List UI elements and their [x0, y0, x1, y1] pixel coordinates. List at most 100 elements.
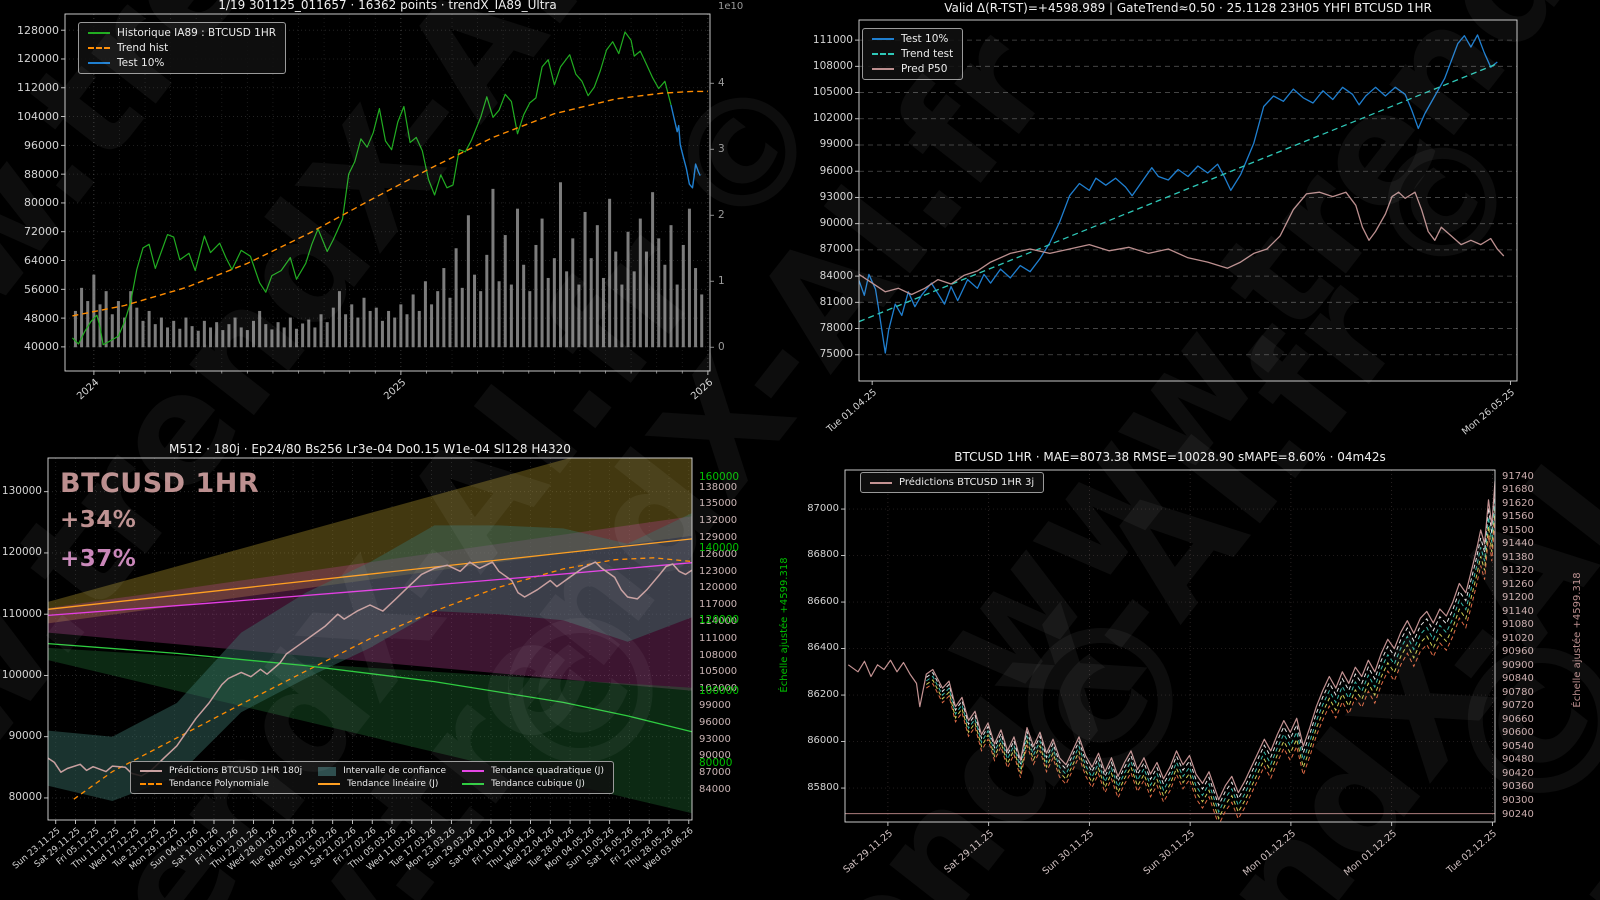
- y-right-tick-label: 132000: [699, 515, 738, 527]
- legend-item: Tendance quadratique (J): [462, 766, 604, 776]
- y-right-tick-label: 105000: [699, 666, 738, 678]
- panel-forecast-3d-chart: BTCUSD 1HR · MAE=8073.38 RMSE=10028.90 s…: [800, 450, 1600, 900]
- volume-bars: [73, 182, 704, 348]
- legend-swatch: [140, 783, 162, 785]
- y-right-tick-label: 108000: [699, 649, 738, 661]
- y-tick-label: 112000: [17, 81, 59, 95]
- y-right-tick-label: 91440: [1502, 538, 1534, 550]
- legend-swatch: [462, 770, 485, 772]
- y-right-tick-label: 91080: [1502, 619, 1534, 631]
- y-right-tick-label: 90420: [1502, 767, 1534, 779]
- quantile-forecast-line: [926, 507, 1495, 820]
- y-tick-label: 86600: [807, 595, 839, 607]
- y-right-tick-label: 91680: [1502, 484, 1534, 496]
- history-plot: [61, 13, 714, 375]
- y-right-tick-label: 140000: [699, 542, 740, 555]
- y-tick-label: 86800: [807, 549, 839, 561]
- series-line: [71, 31, 672, 346]
- y-right-tick-label: 91740: [1502, 470, 1534, 482]
- y-right-tick-label: 111000: [699, 632, 738, 644]
- legend-label: Intervalle de confiance: [343, 766, 447, 776]
- legend-label: Tendance linéaire (J): [347, 779, 439, 789]
- chart-title-history: 1/19 301125_011657 · 16362 points · tren…: [218, 0, 557, 12]
- chart-legend: Prédictions BTCUSD 1HR 180j Tendance Poly…: [130, 761, 614, 794]
- y-tick-label: 128000: [17, 23, 59, 37]
- legend-item: Intervalle de confiance: [318, 766, 446, 776]
- legend-item: Prédictions BTCUSD 1HR 3j: [870, 477, 1034, 488]
- y-right-tick-label: 90900: [1502, 659, 1534, 671]
- y-tick-label: 99000: [819, 138, 853, 151]
- y-tick-label: 86000: [807, 735, 839, 747]
- y-tick-label: 85800: [807, 781, 839, 793]
- y-tick-label: 90000: [819, 217, 853, 230]
- y-tick-label: 80000: [8, 791, 42, 804]
- y-tick-label: 96000: [819, 164, 853, 177]
- y-tick-label: 87000: [807, 502, 839, 514]
- y-right-tick-label: 1: [718, 274, 725, 287]
- series-line: [859, 191, 1505, 296]
- chart-title-forecast-3d: BTCUSD 1HR · MAE=8073.38 RMSE=10028.90 s…: [954, 450, 1386, 464]
- y-tick-label: 90000: [8, 730, 42, 743]
- confidence-band: [48, 513, 692, 801]
- y-tick-label: 111000: [812, 33, 853, 46]
- y-tick-label: 86400: [807, 642, 839, 654]
- y-right-exp-label: 1e10: [718, 1, 744, 12]
- legend-swatch: [140, 770, 162, 772]
- legend-label: Prédictions BTCUSD 1HR 180j: [169, 766, 303, 776]
- y-tick-label: 120000: [17, 52, 59, 66]
- legend-label: Tendance quadratique (J): [491, 766, 604, 776]
- legend-label: Tendance Polynomiale: [169, 779, 269, 789]
- y-right-tick-label: 126000: [699, 548, 738, 560]
- y-tick-label: 130000: [1, 485, 42, 498]
- y-right-tick-label: 90480: [1502, 754, 1534, 766]
- y-right-axis-label: Échelle ajustée +4599.318: [1572, 572, 1583, 708]
- y-tick-label: 86200: [807, 688, 839, 700]
- legend-swatch: [462, 783, 485, 785]
- legend-item: Test 10%: [872, 33, 953, 45]
- y-right-tick-label: 120000: [699, 613, 740, 626]
- y-right-tick-label: 117000: [699, 599, 738, 611]
- series-line: [48, 562, 692, 617]
- legend-label: Trend hist: [117, 42, 169, 54]
- y-right-tick-label: 87000: [699, 767, 731, 779]
- quantile-forecast-line: [926, 517, 1495, 822]
- linear-band: [48, 458, 692, 624]
- y-right-tick-label: 91200: [1502, 592, 1534, 604]
- y-right-tick-label: 91380: [1502, 551, 1534, 563]
- panel-forecast-180d-chart: M512 · 180j · Ep24/80 Bs256 Lr3e-04 Do0.…: [0, 442, 800, 900]
- y-right-tick-label: 99000: [699, 699, 731, 711]
- annotation-1: +34%: [60, 507, 137, 533]
- y-tick-label: 120000: [1, 546, 42, 559]
- y-tick-label: 110000: [1, 607, 42, 620]
- series-line: [72, 90, 708, 317]
- legend-swatch: [88, 47, 110, 49]
- legend-label: Tendance cubique (J): [491, 779, 585, 789]
- y-right-tick-label: 91500: [1502, 524, 1534, 536]
- chart-legend: Prédictions BTCUSD 1HR 3j: [860, 472, 1045, 493]
- y-right-tick-label: 2: [718, 208, 725, 221]
- annotation-2: +37%: [60, 546, 137, 572]
- y-tick-label: 72000: [24, 225, 59, 239]
- y-tick-label: 81000: [819, 295, 853, 308]
- y-right-tick-label: 91320: [1502, 565, 1534, 577]
- panel-history-chart: 1/19 301125_011657 · 16362 points · tren…: [0, 0, 800, 450]
- y-right-tick-label: 90540: [1502, 740, 1534, 752]
- y-tick-label: 80000: [24, 196, 59, 210]
- series-line: [859, 63, 1498, 323]
- y-tick-label: 100000: [1, 668, 42, 681]
- y-tick-label: 108000: [812, 59, 853, 72]
- y-right-tick-label: 90000: [699, 750, 731, 762]
- legend-swatch: [872, 68, 894, 70]
- y-tick-label: 84000: [819, 269, 853, 282]
- y-right-tick-label: 129000: [699, 531, 738, 543]
- series-line: [847, 481, 1495, 801]
- legend-item: Prédictions BTCUSD 1HR 180j: [140, 766, 302, 776]
- y-right-tick-label: 100000: [699, 685, 740, 698]
- y-tick-label: 48000: [24, 311, 59, 325]
- y-right-tick-label: 91620: [1502, 497, 1534, 509]
- y-right-tick-label: 90660: [1502, 713, 1534, 725]
- y-right-tick-label: 96000: [699, 716, 731, 728]
- quantile-forecast-line: [926, 498, 1495, 814]
- legend-swatch: [88, 32, 110, 34]
- chart-legend: Test 10% Trend test Pred P50: [862, 28, 964, 80]
